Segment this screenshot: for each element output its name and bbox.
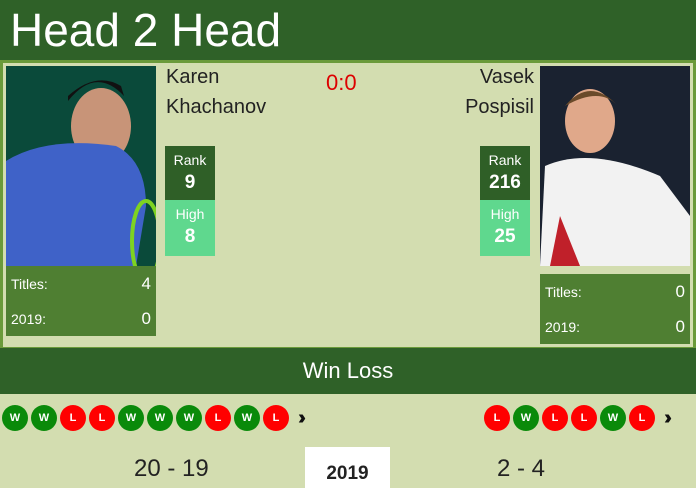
player1-photo-image — [6, 66, 156, 266]
loss-badge[interactable]: L — [89, 405, 115, 431]
player1-record: 20 - 19 — [134, 455, 209, 482]
more-arrows-icon[interactable]: ››› — [298, 406, 306, 429]
player2-form: L W L L W L ››› — [484, 405, 672, 431]
h2h-score: 0:0 — [326, 70, 357, 95]
titles-value: 0 — [675, 281, 685, 301]
player2-photo-image — [540, 66, 690, 266]
player2-high: High 25 — [480, 200, 530, 256]
loss-badge[interactable]: L — [542, 405, 568, 431]
loss-badge[interactable]: L — [60, 405, 86, 431]
player2-name[interactable]: Vasek Pospisil — [465, 66, 534, 118]
titles-label: Titles: — [11, 275, 48, 292]
year-label: 2019: — [545, 318, 581, 335]
player1-photo — [6, 66, 156, 266]
player2-photo — [540, 66, 690, 266]
win-badge[interactable]: W — [118, 405, 144, 431]
win-loss-header: Win Loss — [0, 348, 696, 394]
player1-rank: Rank 9 — [165, 146, 215, 200]
loss-badge[interactable]: L — [629, 405, 655, 431]
win-badge[interactable]: W — [600, 405, 626, 431]
year-titles-value: 0 — [141, 308, 151, 328]
more-arrows-icon[interactable]: ››› — [664, 406, 672, 429]
loss-badge[interactable]: L — [484, 405, 510, 431]
page-title: Head 2 Head — [0, 0, 696, 60]
win-badge[interactable]: W — [147, 405, 173, 431]
player1-form: W W L L W W W L W L ››› — [2, 405, 306, 431]
player2-record: 2 - 4 — [497, 455, 546, 482]
win-badge[interactable]: W — [513, 405, 539, 431]
player2-stats: Titles: 0 2019: 0 — [540, 274, 690, 344]
win-badge[interactable]: W — [176, 405, 202, 431]
loss-badge[interactable]: L — [263, 405, 289, 431]
player1-high: High 8 — [165, 200, 215, 256]
player1-stats: Titles: 4 2019: 0 — [6, 266, 156, 336]
year-tab-2019[interactable]: 2019 — [305, 447, 390, 488]
win-badge[interactable]: W — [2, 405, 28, 431]
loss-badge[interactable]: L — [571, 405, 597, 431]
loss-badge[interactable]: L — [205, 405, 231, 431]
player1-name[interactable]: Karen Khachanov — [166, 66, 267, 118]
year-titles-value: 0 — [675, 316, 685, 336]
win-badge[interactable]: W — [31, 405, 57, 431]
year-label: 2019: — [11, 310, 47, 327]
player2-rank: Rank 216 — [480, 146, 530, 200]
win-badge[interactable]: W — [234, 405, 260, 431]
titles-value: 4 — [141, 273, 151, 293]
titles-label: Titles: — [545, 283, 582, 300]
